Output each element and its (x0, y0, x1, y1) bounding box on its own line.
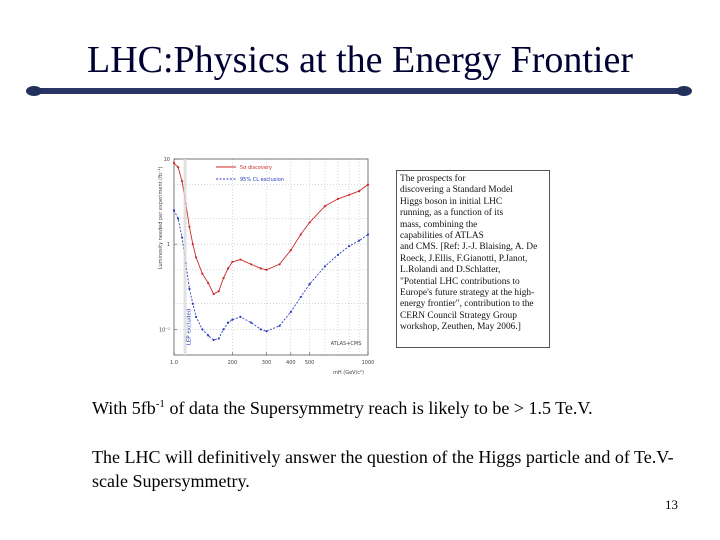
x-tick-label: 300 (262, 360, 272, 366)
data-point (188, 287, 191, 290)
title-underline (26, 86, 692, 96)
caption-line: workshop, Zeuthen, May 2006.] (400, 322, 521, 333)
series-line (173, 210, 369, 341)
data-point (180, 180, 184, 183)
caption-line: Higgs boson in initial LHC (400, 196, 503, 207)
chart-labels: LEP excluded ATLAS+CMS (183, 159, 362, 355)
legend-label: 95% CL exclusion (240, 177, 284, 183)
lep-excluded-label: LEP excluded (187, 309, 193, 345)
caption-line: running, as a function of its (400, 208, 504, 219)
x-tick-label: 400 (286, 360, 296, 366)
data-point (336, 197, 340, 201)
data-point (217, 337, 220, 340)
para1-superscript: -1 (155, 398, 165, 410)
data-point (217, 290, 220, 293)
data-point (195, 256, 198, 259)
data-point (259, 267, 262, 270)
caption-line: mass, combining the (400, 219, 478, 230)
data-point (348, 193, 351, 196)
data-point (308, 221, 311, 224)
atlas-cms-label: ATLAS+CMS (331, 341, 362, 347)
data-point (278, 263, 281, 266)
figure-caption: The prospects for discovering a Standard … (396, 170, 550, 348)
chart-axes: 1.0 200 300 400 500 1000 10 1 10⁻¹ mH (GeV/c²) Lum… (158, 157, 374, 376)
data-point (188, 225, 191, 228)
data-point (250, 263, 253, 266)
data-point (239, 315, 242, 319)
x-tick-label: 500 (305, 360, 315, 366)
data-point (172, 209, 176, 212)
data-point (226, 267, 230, 270)
data-point (265, 268, 268, 271)
caption-line: capabilities of ATLAS (400, 231, 484, 242)
data-point (366, 183, 370, 186)
data-point (289, 310, 292, 314)
data-point (323, 204, 327, 208)
caption-line: energy frontier", contribution to the (400, 299, 534, 310)
data-point (201, 272, 204, 275)
data-point (231, 260, 234, 263)
data-point (299, 233, 302, 236)
data-point (289, 249, 292, 252)
data-point (336, 253, 340, 256)
data-point (172, 161, 176, 164)
data-point (222, 276, 225, 280)
para1-text-after: of data the Supersymmetry reach is likel… (164, 398, 593, 418)
higgs-discovery-chart: 1.0 200 300 400 500 1000 10 1 10⁻¹ mH (GeV/c²) Lum… (140, 147, 376, 387)
caption-line: Roeck, J.Ellis, F.Gianotti, P.Janot, (400, 253, 528, 264)
chart-legend: 5σ discovery 95% CL exclusion (216, 165, 284, 183)
higgs-paragraph: The LHC will definitively answer the que… (92, 447, 674, 491)
data-point (180, 236, 184, 239)
y-axis-label: Luminosity needed per experiment (fb⁻¹) (158, 166, 164, 269)
caption-line: CERN Council Strategy Group (400, 310, 517, 321)
legend-label: 5σ discovery (240, 165, 272, 171)
plot-frame (173, 158, 369, 356)
data-point (207, 334, 210, 337)
data-point (212, 292, 215, 296)
data-point (177, 217, 180, 220)
slide-title: LHC:Physics at the Energy Frontier (86, 39, 633, 81)
page-number: 13 (665, 497, 678, 512)
x-tick-label: 1000 (362, 360, 375, 366)
data-point (323, 265, 327, 268)
data-point (358, 239, 361, 242)
para1-text-before: With 5fb (92, 398, 156, 418)
data-point (191, 243, 194, 246)
y-tick-label: 10⁻¹ (159, 327, 170, 333)
y-tick-label: 1 (167, 242, 170, 248)
data-point (366, 233, 370, 236)
data-point (201, 328, 204, 331)
supersymmetry-paragraph: With 5fb-1 of data the Supersymmetry rea… (92, 398, 593, 419)
data-point (212, 338, 215, 342)
data-point (195, 315, 198, 319)
data-point (348, 244, 351, 248)
data-point (278, 324, 281, 327)
data-point (207, 281, 210, 285)
caption-line: The prospects for (400, 174, 466, 184)
caption-line: "Potential LHC contributions to (400, 276, 520, 287)
y-tick-label: 10 (164, 157, 170, 163)
chart-series (172, 161, 370, 342)
data-point (231, 318, 234, 321)
data-point (250, 321, 253, 324)
x-tick-label: 1.0 (170, 360, 178, 366)
data-point (259, 328, 262, 331)
x-axis-label: mH (GeV/c²) (333, 370, 364, 376)
data-point (308, 282, 311, 286)
lep-excluded-band (183, 159, 187, 355)
data-point (239, 258, 242, 261)
data-point (177, 166, 180, 169)
data-point (222, 328, 225, 331)
data-point (265, 330, 268, 333)
caption-line: L.Rolandi and D.Schlatter, (400, 265, 501, 276)
data-point (191, 302, 194, 305)
caption-line: discovering a Standard Model (400, 185, 513, 196)
data-point (358, 189, 361, 193)
data-point (299, 295, 302, 299)
x-tick-label: 200 (228, 360, 238, 366)
caption-line: and CMS. [Ref: J.-J. Blaising, A. De (400, 242, 538, 253)
data-point (226, 321, 230, 324)
caption-line: Europe's future strategy at the high- (400, 288, 535, 299)
